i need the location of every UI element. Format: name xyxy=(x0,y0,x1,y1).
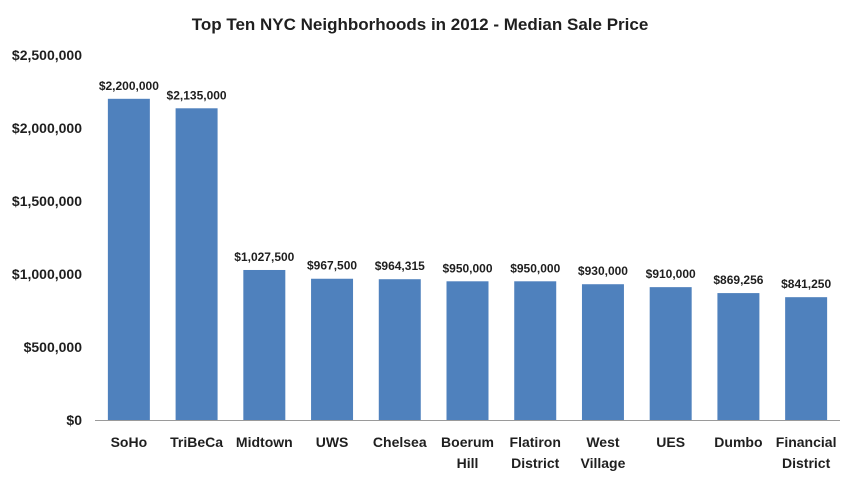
x-tick-label: Flatiron xyxy=(510,434,561,450)
data-labels: $2,200,000 $2,135,000 $1,027,500 $967,500 $9… xyxy=(99,79,832,291)
bar xyxy=(175,108,218,420)
chart-title: Top Ten NYC Neighborhoods in 2012 - Medi… xyxy=(192,15,649,34)
y-tick-label: $2,500,000 xyxy=(12,47,82,63)
x-tick-label: Midtown xyxy=(236,434,293,450)
y-tick-label: $1,500,000 xyxy=(12,193,82,209)
bar xyxy=(514,281,557,420)
x-tick-label: SoHo xyxy=(111,434,148,450)
x-tick-label: Village xyxy=(581,455,626,471)
data-label: $2,200,000 xyxy=(99,79,159,93)
data-label: $2,135,000 xyxy=(167,88,227,102)
y-axis-ticks: $0 $500,000 $1,000,000 $1,500,000 $2,000,000… xyxy=(12,47,82,428)
bars xyxy=(107,98,828,421)
data-label: $950,000 xyxy=(510,261,560,275)
y-tick-label: $2,000,000 xyxy=(12,120,82,136)
x-tick-label: Hill xyxy=(457,455,479,471)
data-label: $964,315 xyxy=(375,259,425,273)
x-tick-label: Dumbo xyxy=(714,434,762,450)
data-label: $910,000 xyxy=(646,267,696,281)
data-label: $869,256 xyxy=(713,273,763,287)
bar xyxy=(785,297,828,420)
bar xyxy=(581,284,624,420)
y-tick-label: $1,000,000 xyxy=(12,266,82,282)
x-tick-label: TriBeCa xyxy=(170,434,223,450)
y-tick-label: $500,000 xyxy=(24,339,83,355)
x-tick-label: UWS xyxy=(316,434,349,450)
bar xyxy=(717,293,760,420)
data-label: $1,027,500 xyxy=(234,250,294,264)
y-tick-label: $0 xyxy=(66,412,82,428)
x-tick-label: Chelsea xyxy=(373,434,427,450)
bar xyxy=(378,279,421,420)
x-axis-ticks: SoHo TriBeCa Midtown UWS Chelsea Boerum Hill Fl… xyxy=(111,434,837,471)
bar xyxy=(446,281,489,420)
bar xyxy=(311,278,354,420)
data-label: $841,250 xyxy=(781,277,831,291)
bar xyxy=(243,269,286,420)
x-tick-label: Boerum xyxy=(441,434,494,450)
x-tick-label: District xyxy=(511,455,560,471)
data-label: $967,500 xyxy=(307,259,357,273)
bar xyxy=(107,98,150,421)
x-tick-label: District xyxy=(782,455,831,471)
data-label: $930,000 xyxy=(578,264,628,278)
x-tick-label: West xyxy=(586,434,620,450)
data-label: $950,000 xyxy=(442,261,492,275)
bar xyxy=(649,287,692,420)
x-tick-label: Financial xyxy=(776,434,837,450)
x-tick-label: UES xyxy=(656,434,685,450)
